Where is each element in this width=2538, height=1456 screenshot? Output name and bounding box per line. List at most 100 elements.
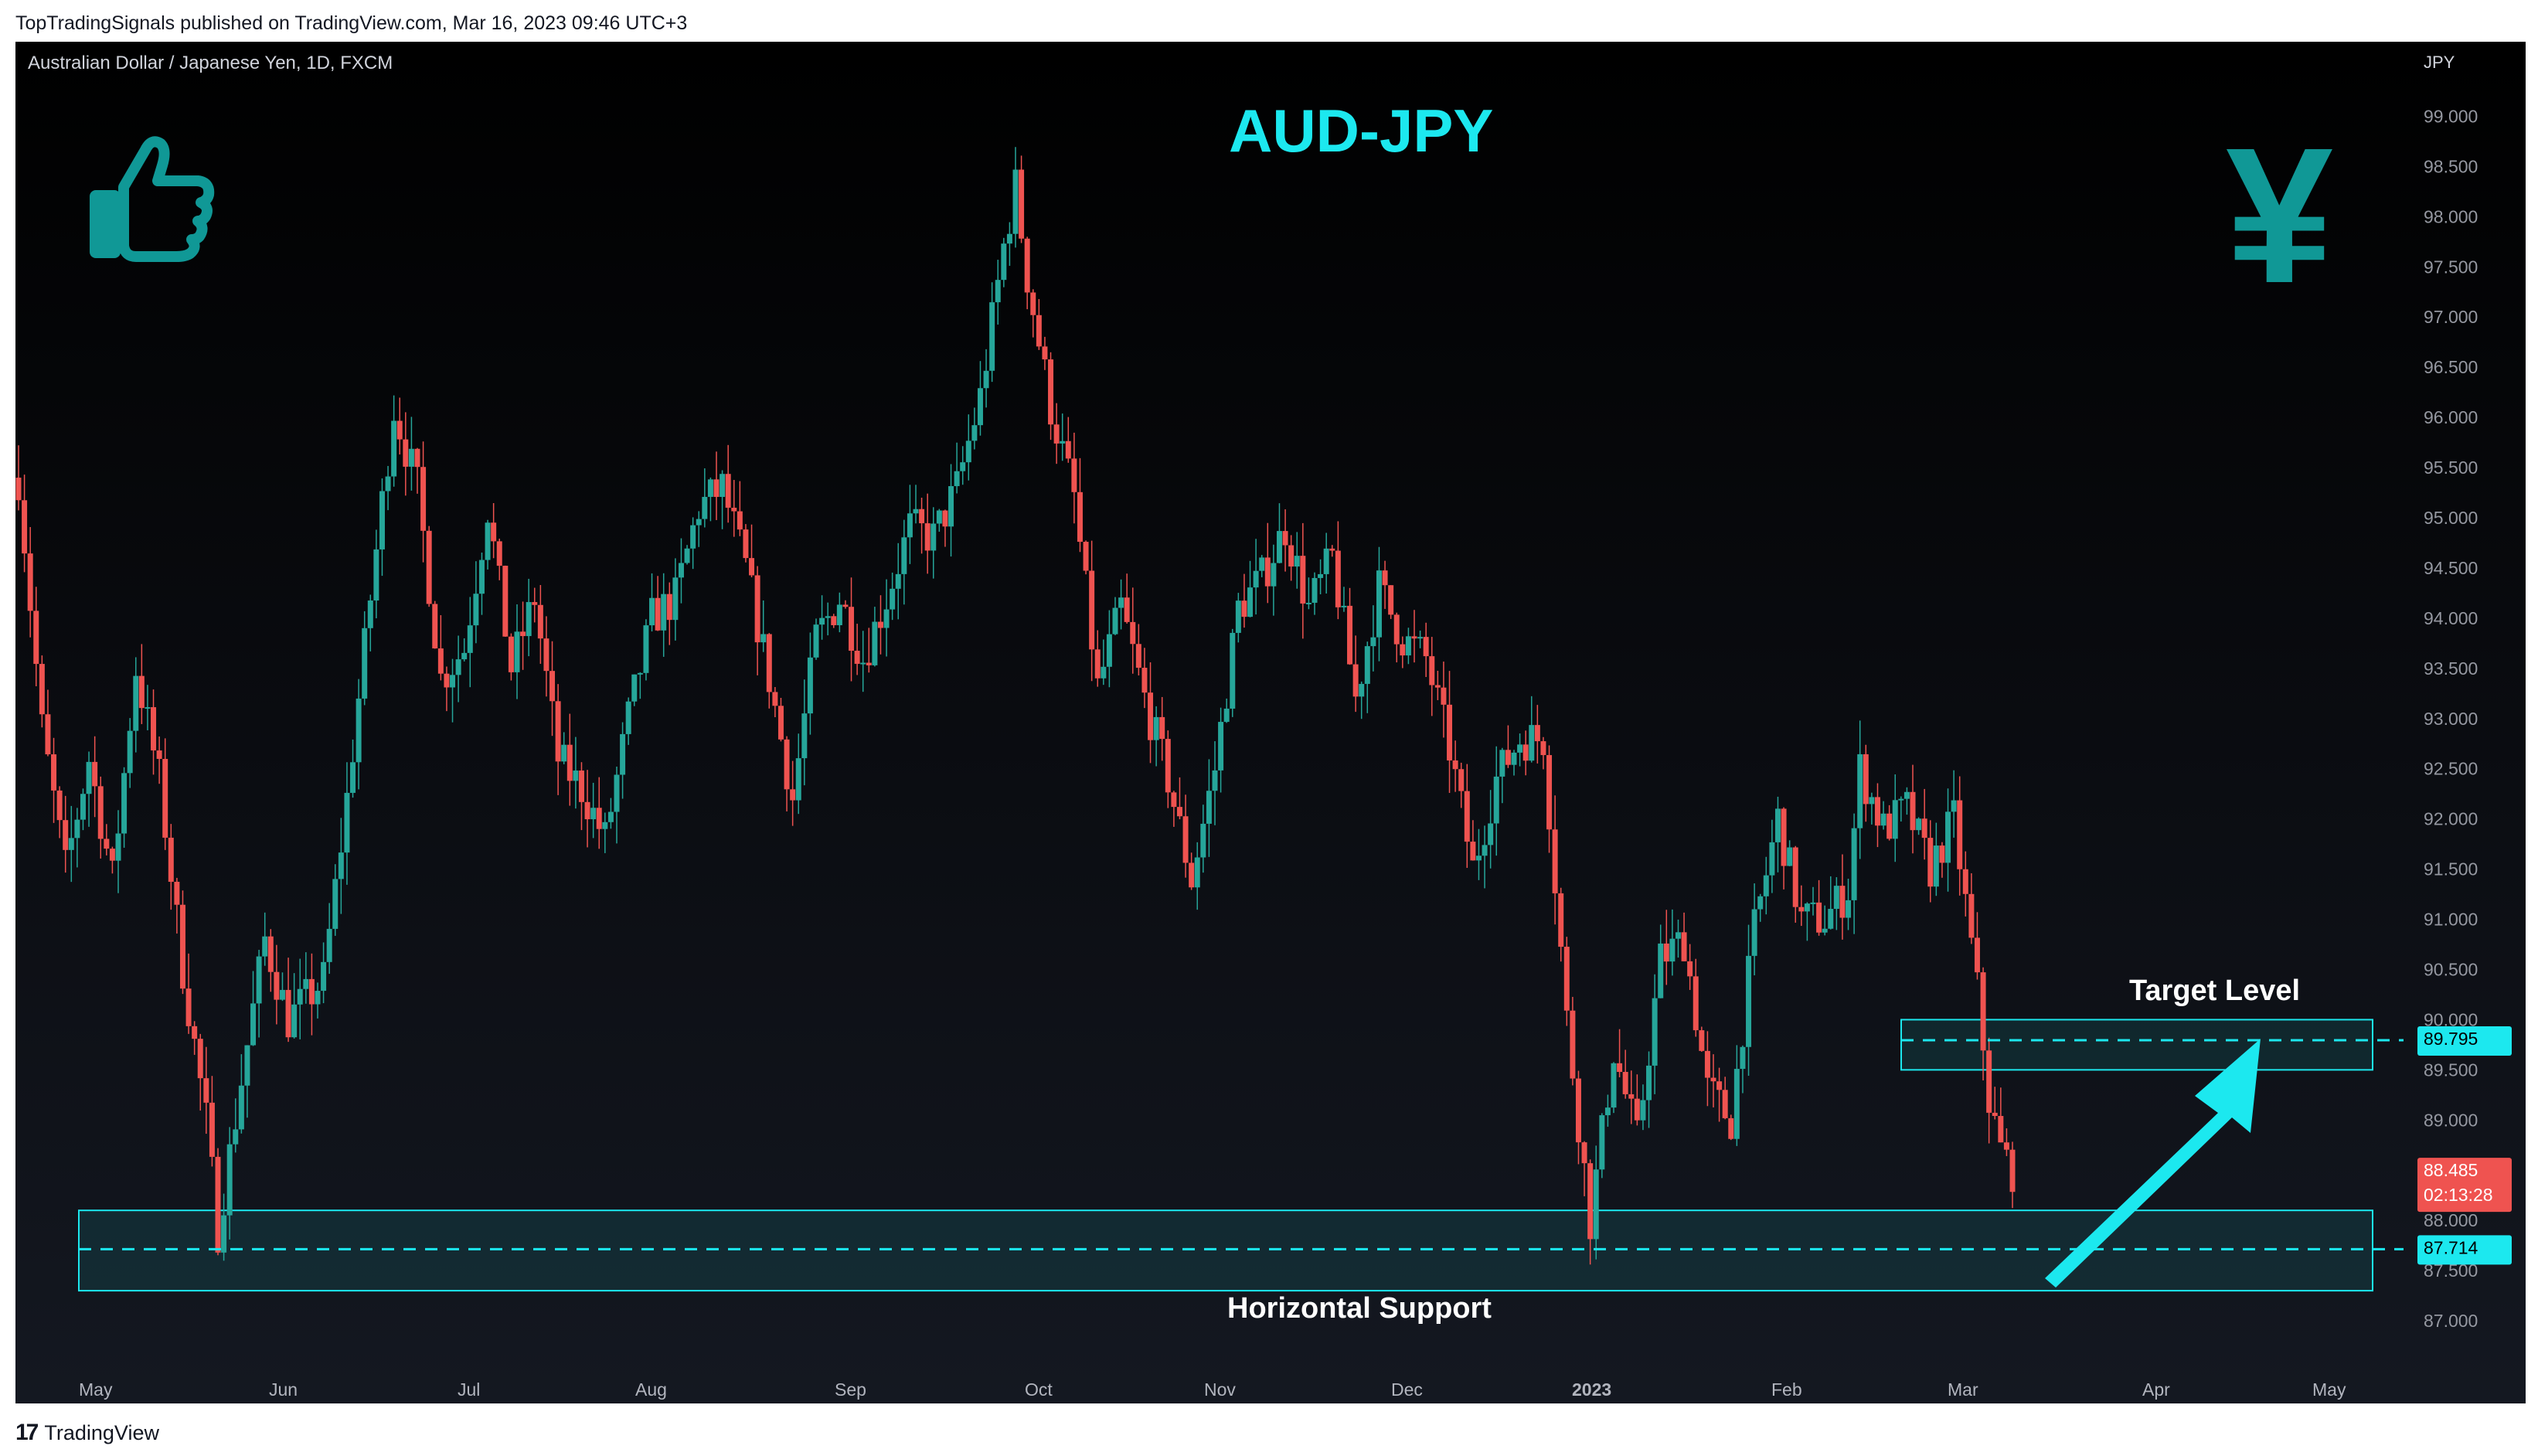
candle-body — [1927, 838, 1934, 887]
candle-body — [350, 762, 356, 793]
candle-body — [849, 607, 855, 651]
candle-body — [1792, 847, 1798, 907]
candle-body — [825, 616, 831, 618]
candle-body — [649, 597, 655, 626]
candle-body — [1581, 1142, 1587, 1164]
candle-body — [578, 771, 584, 802]
candle-body — [1822, 928, 1828, 933]
candle-body — [661, 594, 667, 631]
candle-body — [1517, 744, 1523, 753]
candle-body — [1763, 875, 1769, 896]
candle-body — [1529, 725, 1535, 761]
y-tick-label: 89.500 — [2424, 1060, 2478, 1080]
candle-body — [1892, 800, 1898, 839]
candle-body — [1998, 1116, 2004, 1143]
candle-body — [391, 420, 397, 477]
candle-body — [731, 507, 737, 512]
candle-body — [942, 510, 948, 527]
candle-body — [1604, 1107, 1611, 1116]
candle-body — [573, 771, 579, 781]
candle-body — [1165, 739, 1171, 793]
candle-body — [215, 1156, 221, 1253]
candle-body — [1563, 947, 1570, 1011]
price-chart[interactable]: JPY 99.000 98.500 98.000 97.500 97.000 96.500 9… — [15, 42, 2526, 1403]
candle-body — [478, 560, 485, 594]
candle-body — [948, 486, 954, 527]
candle-body — [1617, 1063, 1623, 1073]
candle-body — [461, 652, 468, 660]
candle-body — [1447, 704, 1453, 760]
candle-body — [379, 491, 385, 549]
candle-body — [1259, 557, 1265, 571]
candle-body — [1417, 637, 1424, 639]
candle-body — [267, 936, 274, 972]
candle-body — [860, 662, 866, 665]
y-tick-label: 95.500 — [2424, 458, 2478, 478]
candle-body — [115, 833, 121, 861]
x-tick-label: Apr — [2142, 1379, 2170, 1400]
candle-body — [315, 991, 321, 1005]
arrow-icon — [2045, 1039, 2261, 1288]
candle-body — [168, 837, 174, 882]
candle-body — [185, 988, 192, 1026]
x-tick-label: Nov — [1204, 1379, 1236, 1400]
candle-body — [63, 820, 69, 850]
y-tick-label: 93.000 — [2424, 709, 2478, 729]
footer-brand[interactable]: TradingView — [44, 1420, 159, 1444]
candle-body — [414, 448, 420, 468]
candle-body — [1839, 886, 1846, 918]
y-tick-label: 98.500 — [2424, 156, 2478, 176]
candle-body — [362, 628, 368, 699]
candle-body — [467, 625, 473, 653]
candle-body — [1710, 1077, 1716, 1082]
candle-body — [1992, 1112, 1998, 1117]
candle-body — [156, 750, 162, 760]
candle-body — [983, 370, 989, 389]
candle-body — [602, 822, 608, 829]
candle-body — [1024, 238, 1030, 293]
candle-body — [877, 621, 883, 628]
candle-body — [1212, 770, 1218, 791]
candle-body — [754, 575, 760, 643]
x-tick-label: Dec — [1391, 1379, 1423, 1400]
candle-body — [1933, 845, 1939, 887]
publisher-header: TopTradingSignals published on TradingVi… — [15, 12, 688, 34]
candle-body — [1030, 292, 1036, 315]
candle-body — [607, 811, 614, 822]
x-tick-label: Sep — [835, 1379, 866, 1400]
candle-body — [749, 558, 755, 576]
candle-body — [1288, 545, 1295, 567]
candle-body — [303, 978, 309, 989]
candle-body — [1658, 943, 1664, 998]
candle-body — [1359, 683, 1365, 697]
candle-body — [1271, 563, 1277, 587]
candle-body — [192, 1026, 198, 1039]
candle-body — [1264, 557, 1271, 587]
candle-body — [1939, 845, 1945, 863]
candle-body — [1388, 585, 1394, 615]
candle-body — [80, 794, 86, 820]
horizontal-support-label: Horizontal Support — [1227, 1292, 1492, 1325]
candle-body — [842, 604, 849, 607]
candle-body — [1036, 315, 1042, 347]
y-tick-label: 91.000 — [2424, 910, 2478, 930]
candle-body — [45, 714, 51, 755]
y-tick-label: 93.500 — [2424, 658, 2478, 679]
chart-panel[interactable]: JPY 99.000 98.500 98.000 97.500 97.000 96.500 9… — [15, 42, 2526, 1403]
y-tick-label: 99.000 — [2424, 106, 2478, 126]
candle-body — [1675, 932, 1681, 939]
candle-body — [1347, 605, 1353, 665]
candle-body — [432, 604, 438, 649]
candle-body — [33, 611, 39, 665]
candle-body — [1247, 587, 1254, 617]
candle-body — [1094, 649, 1101, 679]
candle-body — [637, 672, 643, 675]
candle-body — [209, 1102, 215, 1157]
candle-body — [1106, 634, 1112, 667]
candle-body — [614, 774, 620, 812]
candle-body — [1300, 556, 1306, 604]
candle-body — [1687, 961, 1693, 977]
candle-body — [233, 1129, 239, 1145]
candle-body — [1593, 1169, 1599, 1240]
candle-body — [1828, 909, 1834, 929]
